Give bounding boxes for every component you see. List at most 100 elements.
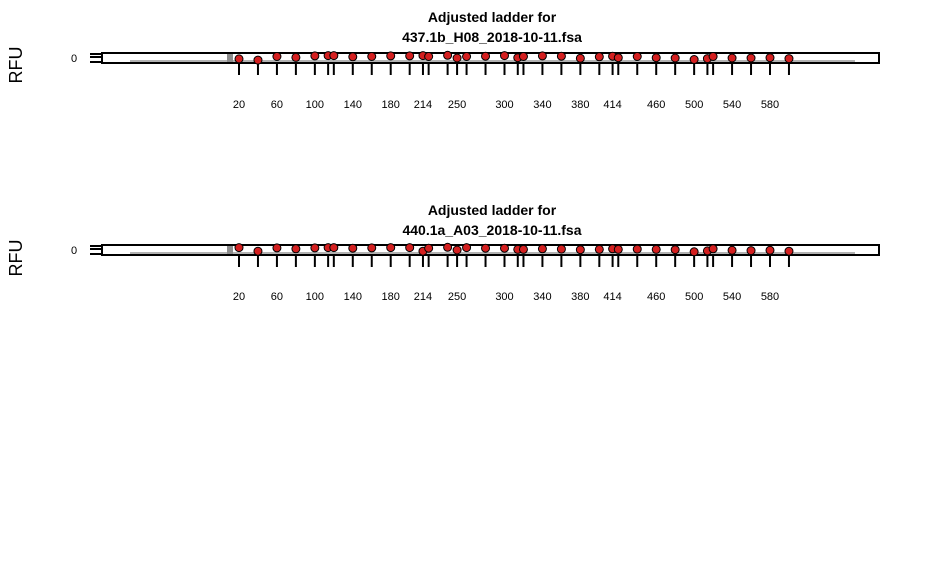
plot-frame xyxy=(101,52,880,64)
ladder-peak-point-220 xyxy=(424,52,434,61)
size-label-180: 180 xyxy=(382,291,400,303)
ladder-peak-point-180 xyxy=(386,243,396,253)
y-tick-label: 0 xyxy=(71,245,77,257)
size-label-140: 140 xyxy=(344,99,362,111)
ladder-peak-point-180 xyxy=(386,51,396,61)
ladder-peak-point-260 xyxy=(462,243,472,253)
ladder-peak-point-380 xyxy=(575,53,585,63)
ladder-peak-point-300 xyxy=(500,243,509,253)
size-label-250: 250 xyxy=(448,99,466,111)
size-label-140: 140 xyxy=(344,291,362,303)
ladder-peak-point-540 xyxy=(727,245,737,255)
size-label-300: 300 xyxy=(495,99,513,111)
ladder-peak-point-360 xyxy=(556,51,566,61)
size-label-250: 250 xyxy=(448,291,466,303)
ladder-peak-point-380 xyxy=(575,245,585,255)
ladder-peak-point-140 xyxy=(348,243,358,253)
size-label-580: 580 xyxy=(761,291,779,303)
y-tick-label: 0 xyxy=(71,53,77,65)
size-label-540: 540 xyxy=(723,99,741,111)
size-label-20: 20 xyxy=(233,291,245,303)
ladder-peak-point-100 xyxy=(310,243,320,253)
size-label-414: 414 xyxy=(603,99,621,111)
ladder-peak-point-220 xyxy=(424,243,434,253)
size-label-300: 300 xyxy=(495,291,513,303)
ladder-peak-point-20 xyxy=(234,243,244,253)
ladder-peak-point-340 xyxy=(537,244,547,254)
ladder-peak-point-400 xyxy=(594,244,604,254)
ladder-peak-point-60 xyxy=(272,52,282,61)
ladder-peak-point-580 xyxy=(765,53,775,63)
size-label-340: 340 xyxy=(533,291,551,303)
ladder-peak-point-200 xyxy=(405,51,415,61)
ladder-peak-point-460 xyxy=(651,244,661,254)
ladder-peak-point-300 xyxy=(500,51,509,61)
ladder-peak-point-340 xyxy=(537,51,547,61)
size-label-60: 60 xyxy=(271,99,283,111)
ladder-peak-point-460 xyxy=(651,53,661,63)
size-label-180: 180 xyxy=(382,99,400,111)
ladder-peak-point-160 xyxy=(367,52,377,61)
ladder-peak-point-400 xyxy=(594,52,604,62)
size-label-380: 380 xyxy=(571,99,589,111)
ladder-peak-point-560 xyxy=(746,246,756,256)
size-label-460: 460 xyxy=(647,291,665,303)
ladder-peak-point-240 xyxy=(443,50,453,60)
ladder-peak-point-80 xyxy=(291,244,301,254)
ladder-peak-point-20 xyxy=(234,54,244,64)
size-label-460: 460 xyxy=(647,99,665,111)
ladder-peak-point-100 xyxy=(310,51,320,61)
ladder-peak-point-420 xyxy=(613,53,623,63)
ladder-peak-point-120 xyxy=(329,243,339,253)
ladder-peak-point-160 xyxy=(367,243,377,253)
ladder-peak-point-280 xyxy=(481,51,491,61)
size-label-500: 500 xyxy=(685,99,703,111)
ladder-peak-point-80 xyxy=(291,52,301,62)
ladder-peak-point-480 xyxy=(670,245,680,255)
ladder-peak-point-140 xyxy=(348,52,358,62)
ladder-peak-point-320 xyxy=(518,244,528,254)
size-label-580: 580 xyxy=(761,99,779,111)
size-label-414: 414 xyxy=(603,291,621,303)
ladder-peak-point-480 xyxy=(670,53,680,63)
ladder-peak-point-520 xyxy=(708,244,718,254)
ladder-peak-point-560 xyxy=(746,53,756,63)
ladder-peak-point-600 xyxy=(784,246,794,256)
ladder-peak-point-60 xyxy=(272,243,282,253)
ladder-peak-point-360 xyxy=(556,244,566,254)
plot-frame xyxy=(101,244,880,256)
ladder-peak-point-40 xyxy=(253,55,263,65)
chart-title-line1: Adjusted ladder for xyxy=(428,202,557,218)
size-label-540: 540 xyxy=(723,291,741,303)
ladder-peak-point-280 xyxy=(481,243,491,253)
primer-peak xyxy=(227,54,233,62)
size-label-100: 100 xyxy=(306,99,324,111)
size-label-340: 340 xyxy=(533,99,551,111)
size-label-214: 214 xyxy=(414,291,432,303)
ladder-peak-point-320 xyxy=(518,52,528,61)
chart-title-line1: Adjusted ladder for xyxy=(428,9,557,25)
primer-peak xyxy=(227,246,233,254)
size-label-60: 60 xyxy=(271,291,283,303)
ladder-peak-point-250 xyxy=(452,53,462,63)
ladder-peak-point-120 xyxy=(329,51,339,61)
ladder-peak-point-240 xyxy=(443,242,453,252)
ladder-peak-point-200 xyxy=(405,243,415,253)
ladder-peak-point-600 xyxy=(784,54,794,64)
size-label-500: 500 xyxy=(685,291,703,303)
size-label-380: 380 xyxy=(571,291,589,303)
ladder-peak-point-540 xyxy=(727,53,737,63)
size-label-20: 20 xyxy=(233,99,245,111)
size-label-100: 100 xyxy=(306,291,324,303)
chart-title-line2: 440.1a_A03_2018-10-11.fsa xyxy=(402,222,581,238)
ladder-peak-point-440 xyxy=(632,244,642,254)
ladder-peak-point-260 xyxy=(462,52,472,61)
ladder-peak-point-580 xyxy=(765,245,775,255)
size-label-214: 214 xyxy=(414,99,432,111)
ladder-peak-point-520 xyxy=(708,52,718,61)
ladder-peak-point-250 xyxy=(452,245,462,255)
y-axis-label: RFU xyxy=(6,240,26,277)
ladder-peak-point-440 xyxy=(632,52,642,61)
y-axis-label: RFU xyxy=(6,47,26,84)
